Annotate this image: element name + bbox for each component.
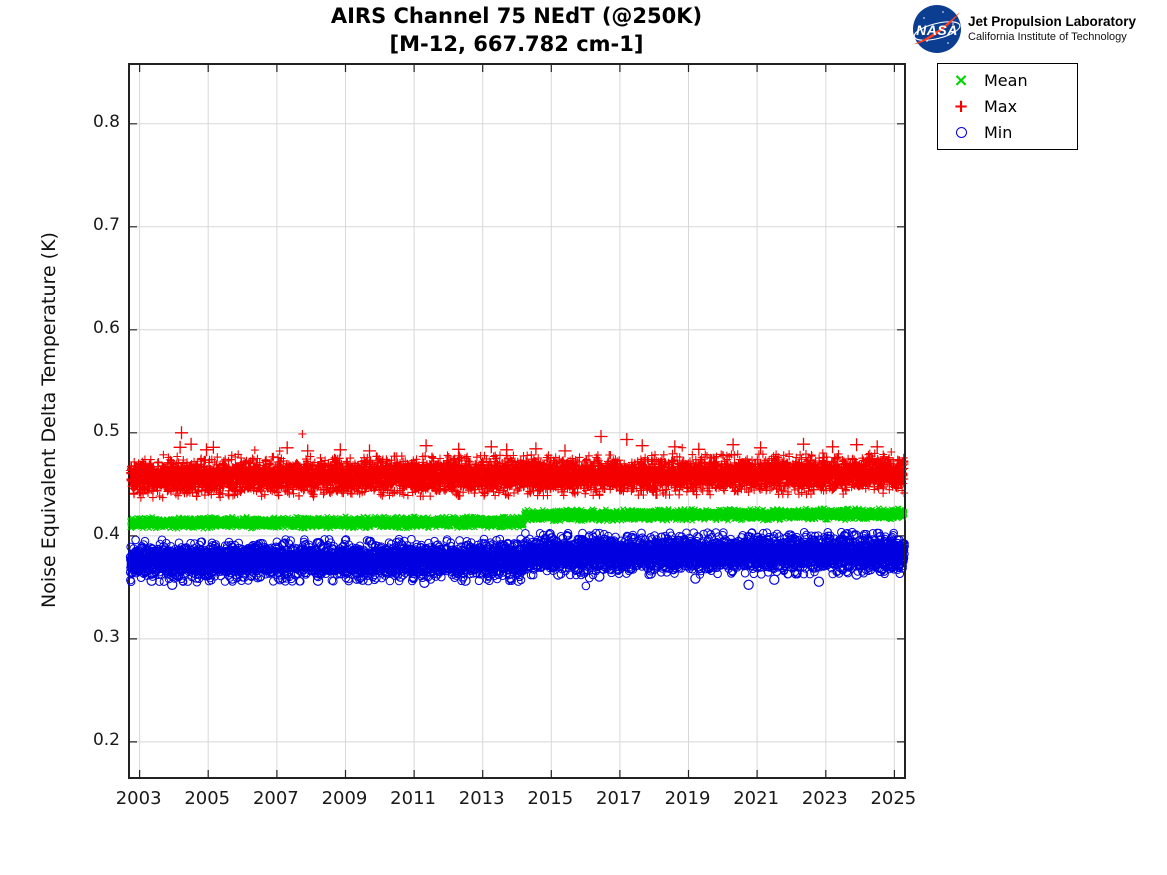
y-tick-label: 0.3 <box>92 626 120 647</box>
branding-block: NASA Jet Propulsion Laboratory Californi… <box>912 3 1164 55</box>
series-min <box>125 527 909 591</box>
x-tick-label: 2015 <box>527 788 574 809</box>
plot-area <box>125 63 909 779</box>
y-tick-label: 0.5 <box>92 420 120 441</box>
y-tick-label: 0.4 <box>92 523 120 544</box>
y-axis-label: Noise Equivalent Delta Temperature (K) <box>38 232 60 608</box>
legend-label-max: Max <box>984 97 1018 116</box>
max-marker-icon: + <box>953 95 969 117</box>
legend-label-mean: Mean <box>984 71 1028 90</box>
series-max-outliers <box>173 426 884 458</box>
series-min-outliers <box>146 565 886 590</box>
x-tick-label: 2003 <box>115 788 162 809</box>
series-max <box>126 430 909 502</box>
x-tick-label: 2021 <box>733 788 780 809</box>
nasa-logo-icon: NASA <box>913 5 961 53</box>
y-tick-label: 0.2 <box>92 729 120 750</box>
chart-title: AIRS Channel 75 NEdT (@250K) <box>330 4 703 28</box>
nasa-logo-text: NASA <box>916 22 958 38</box>
title-block: AIRS Channel 75 NEdT (@250K) [M-12, 667.… <box>128 2 905 58</box>
mean-marker-icon: × <box>953 69 969 91</box>
chart-legend: × Mean + Max Min <box>937 63 1078 150</box>
x-tick-label: 2019 <box>664 788 711 809</box>
legend-label-min: Min <box>984 123 1013 142</box>
org-subtitle: California Institute of Technology <box>968 31 1127 43</box>
series-mean <box>127 505 908 532</box>
legend-item-min: Min <box>938 120 1077 146</box>
y-tick-label: 0.8 <box>92 111 120 132</box>
legend-item-mean: × Mean <box>938 68 1077 94</box>
legend-item-max: + Max <box>938 94 1077 120</box>
y-tick-label: 0.7 <box>92 214 120 235</box>
org-name: Jet Propulsion Laboratory <box>968 14 1137 29</box>
x-tick-label: 2009 <box>321 788 368 809</box>
axis-ticks <box>129 64 905 778</box>
x-tick-label: 2007 <box>252 788 299 809</box>
scatter-plot <box>125 64 909 778</box>
chart-subtitle: [M-12, 667.782 cm-1] <box>389 32 644 56</box>
x-tick-label: 2023 <box>801 788 848 809</box>
x-tick-label: 2011 <box>390 788 436 809</box>
x-tick-label: 2025 <box>870 788 917 809</box>
min-marker-icon <box>938 124 984 142</box>
x-tick-label: 2017 <box>596 788 642 809</box>
branding-text: Jet Propulsion Laboratory California Ins… <box>968 14 1136 44</box>
x-tick-label: 2013 <box>458 788 505 809</box>
x-tick-label: 2005 <box>184 788 231 809</box>
y-tick-label: 0.6 <box>92 317 120 338</box>
